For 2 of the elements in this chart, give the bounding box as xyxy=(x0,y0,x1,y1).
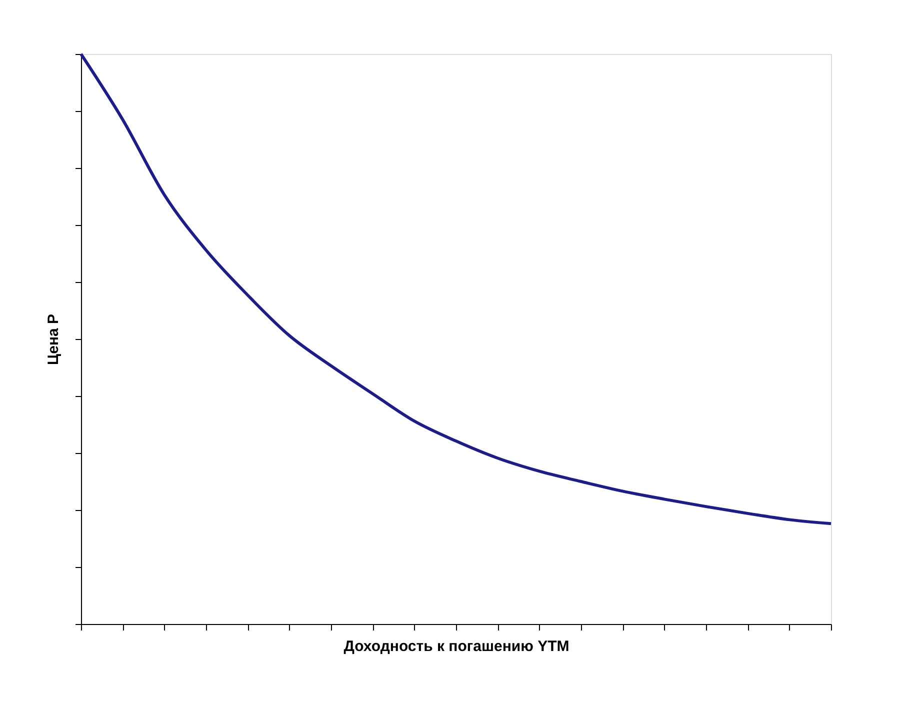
x-axis-title: Доходность к погашению YTM xyxy=(344,638,570,655)
y-axis-title: Цена P xyxy=(45,314,62,366)
